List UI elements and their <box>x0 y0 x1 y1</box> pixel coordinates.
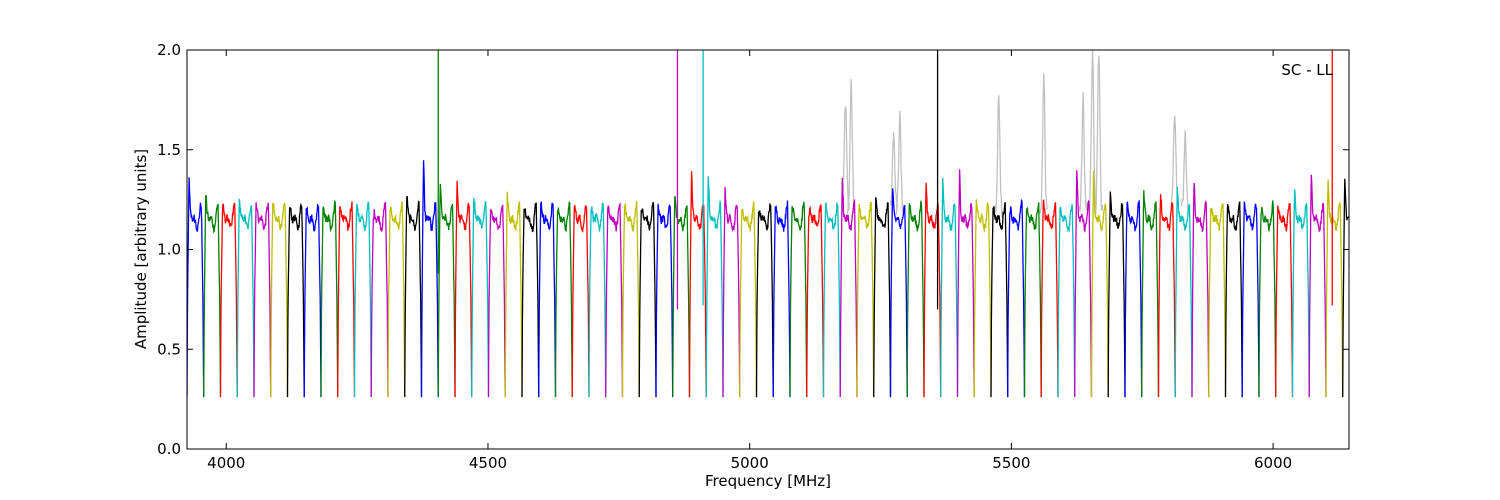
channel-line <box>1224 201 1243 398</box>
y-tick-label: 0.0 <box>157 440 181 458</box>
channel-line <box>755 203 774 398</box>
channel-line <box>605 202 624 398</box>
channel-line <box>420 160 439 398</box>
channel-line <box>270 202 289 398</box>
channel-line <box>1124 200 1143 398</box>
channel-line <box>370 201 389 398</box>
channel-line <box>655 203 674 398</box>
channel-line <box>806 204 825 398</box>
channel-line <box>353 201 372 398</box>
channel-line <box>1291 189 1310 398</box>
channel-line <box>1090 170 1109 398</box>
channel-line <box>588 202 607 398</box>
flagged-segment <box>889 132 899 209</box>
channel-line <box>1191 182 1210 398</box>
channel-line <box>772 200 791 398</box>
channel-line <box>705 176 724 398</box>
x-tick-label: 6000 <box>1254 454 1292 472</box>
channel-line <box>454 180 473 398</box>
channel-line <box>437 183 456 398</box>
channel-line <box>504 191 523 398</box>
channel-line <box>889 188 908 398</box>
x-tick-label: 5500 <box>992 454 1030 472</box>
x-axis-label: Frequency [MHz] <box>705 472 831 490</box>
channel-line <box>1057 204 1076 398</box>
flagged-segment <box>994 95 1004 218</box>
channel-line <box>554 201 573 398</box>
flagged-segment <box>895 110 905 215</box>
channel-line <box>1023 202 1042 398</box>
y-tick-label: 1.5 <box>157 141 181 159</box>
channel-line <box>906 200 925 398</box>
channel-line <box>404 196 423 398</box>
channel-line <box>1342 178 1349 398</box>
channel-line <box>320 199 339 398</box>
channel-line <box>1007 198 1026 398</box>
channel-line <box>839 177 858 398</box>
channel-line <box>940 177 959 398</box>
channel-line <box>1258 200 1277 398</box>
channel-line <box>638 201 657 398</box>
x-axis: 4000 4500 5000 5500 6000 <box>207 50 1292 472</box>
channel-line <box>1040 199 1059 398</box>
flagged-segment <box>1078 91 1088 213</box>
channel-line <box>521 202 540 398</box>
channel-line <box>1208 203 1227 398</box>
channel-line <box>1157 194 1176 398</box>
channel-line <box>672 195 691 398</box>
channel-line <box>219 202 238 398</box>
flagged-segment <box>1180 130 1190 215</box>
channel-line <box>621 200 640 398</box>
channel-line <box>303 203 322 398</box>
plot-area <box>187 50 1349 449</box>
channel-line <box>286 202 305 398</box>
series-layer <box>187 50 1349 398</box>
channel-line <box>487 203 506 398</box>
channel-line <box>990 202 1009 398</box>
channel-line <box>1241 201 1260 398</box>
channel-line <box>873 197 892 398</box>
channel-line <box>387 200 406 398</box>
channel-line <box>471 198 490 398</box>
channel-line <box>538 201 557 398</box>
channel-line <box>973 199 992 398</box>
channel-line <box>203 195 222 398</box>
channel-line <box>337 201 356 398</box>
y-tick-label: 2.0 <box>157 41 181 59</box>
channel-line <box>253 202 272 398</box>
y-axis-label: Amplitude [arbitrary units] <box>132 149 150 349</box>
channel-line <box>1325 179 1344 398</box>
x-tick-label: 4000 <box>207 454 245 472</box>
channel-line <box>1107 191 1126 398</box>
channel-line <box>236 198 255 398</box>
channel-line <box>739 201 758 398</box>
y-tick-label: 0.5 <box>157 340 181 358</box>
x-tick-label: 5000 <box>731 454 769 472</box>
chart-annotation: SC - LL <box>1281 61 1333 79</box>
channel-line <box>187 177 205 398</box>
flagged-segment <box>1094 55 1104 218</box>
x-tick-label: 4500 <box>469 454 507 472</box>
channel-line <box>1275 202 1294 398</box>
channel-line <box>571 203 590 398</box>
channel-line <box>789 201 808 398</box>
channel-line <box>956 169 975 398</box>
y-axis: 0.0 0.5 1.0 1.5 2.0 <box>157 41 1349 458</box>
channel-line <box>1141 190 1160 398</box>
channel-line <box>722 186 741 398</box>
channel-line <box>1074 170 1093 398</box>
y-tick-label: 1.0 <box>157 241 181 259</box>
channel-line <box>1308 174 1327 398</box>
channel-line <box>1174 186 1193 398</box>
channel-line <box>856 201 875 398</box>
channel-line <box>822 201 841 398</box>
flagged-segment <box>1039 72 1049 214</box>
